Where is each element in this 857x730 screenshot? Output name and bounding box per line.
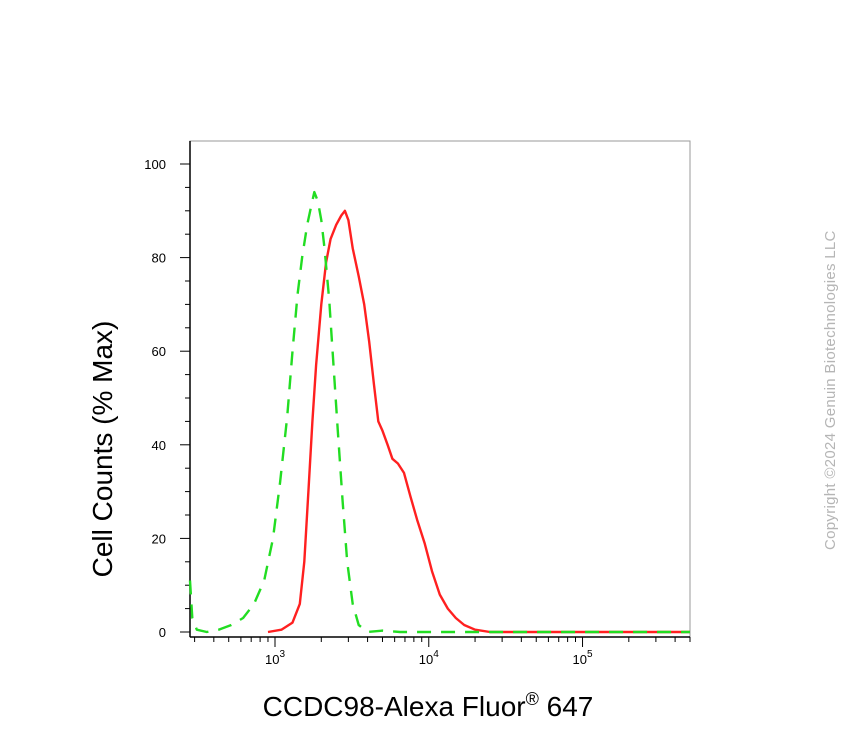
x-tick-label: 105 [573,649,593,667]
x-axis-title: CCDC98-Alexa Fluor® 647 [263,689,594,722]
y-tick-label: 40 [152,438,166,453]
y-tick-label: 20 [152,531,166,546]
series-line-2 [188,190,690,634]
axes [180,140,691,647]
y-tick-label: 60 [152,344,166,359]
y-axis-title: Cell Counts (% Max) [87,321,118,578]
x-tick-label: 103 [265,649,285,667]
copyright-text: Copyright ©2024 Genuin Biotechnologies L… [822,230,839,550]
y-tick-label: 100 [144,157,166,172]
copyright-watermark: Copyright ©2024 Genuin Biotechnologies L… [822,110,842,550]
x-tick-label: 104 [419,649,439,667]
y-tick-label: 80 [152,251,166,266]
series-line-1 [267,209,690,634]
y-tick-label: 0 [159,625,166,640]
series-layer [188,190,690,634]
labels-layer: CCDC98-Alexa Fluor® 647 Cell Counts (% M… [87,157,593,722]
plot-frame [189,140,691,638]
